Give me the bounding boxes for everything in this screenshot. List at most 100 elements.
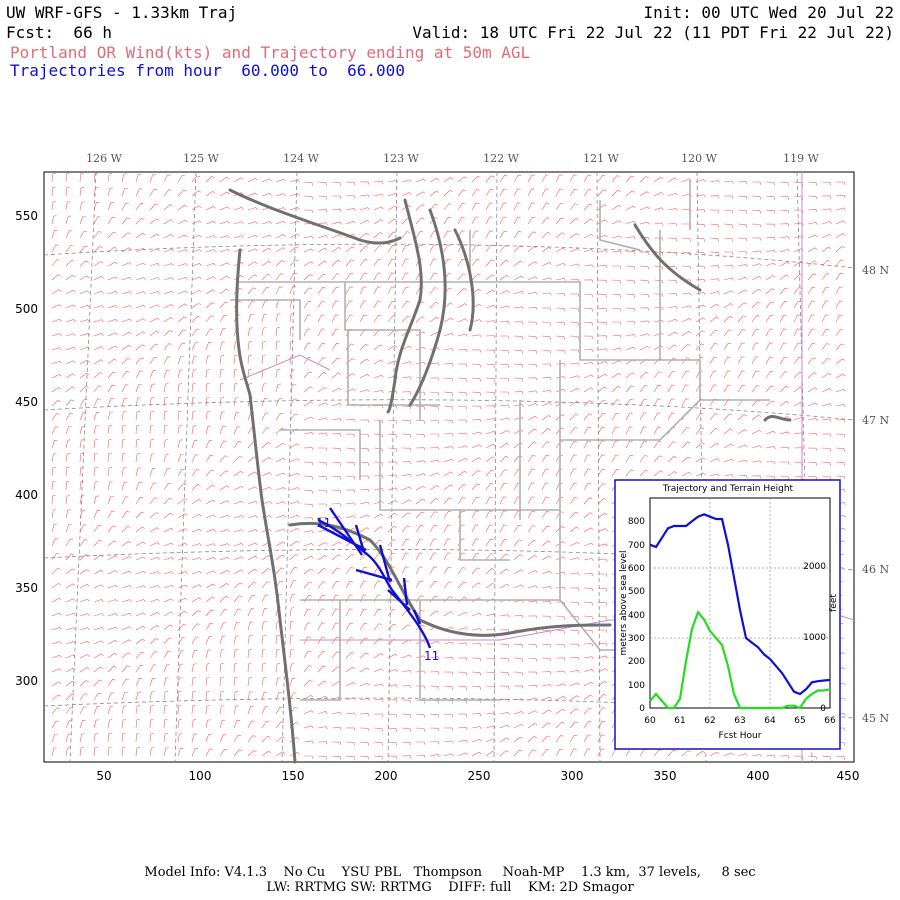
wind-barb <box>821 461 832 466</box>
wind-barb <box>93 584 104 589</box>
wind-barb <box>219 749 228 757</box>
wind-barb <box>513 539 522 547</box>
wind-barb <box>527 415 538 421</box>
wind-barb <box>191 205 202 211</box>
wind-barb <box>765 275 776 281</box>
wind-barb <box>583 233 594 239</box>
wind-barb <box>373 526 383 533</box>
wind-barb <box>373 258 382 267</box>
wind-barb <box>149 664 157 673</box>
wind-barb <box>583 748 591 757</box>
wind-barb <box>569 188 578 197</box>
wind-barb <box>821 181 832 186</box>
wind-barb <box>485 188 494 197</box>
wind-barb <box>121 276 132 281</box>
wind-barb <box>345 637 354 645</box>
wind-barb <box>415 316 425 323</box>
wind-barb <box>177 410 182 421</box>
wind-barb <box>527 585 538 589</box>
y-tick: 300 <box>15 674 38 688</box>
wind-barb <box>135 397 141 407</box>
wind-barb <box>177 263 188 267</box>
wind-barb <box>709 458 720 463</box>
wind-barb <box>499 290 510 295</box>
wind-barb <box>135 173 142 183</box>
wind-barb <box>107 599 118 603</box>
wind-barb <box>401 376 412 380</box>
wind-barb <box>471 496 480 505</box>
wind-barb <box>163 248 174 253</box>
wind-barb <box>219 301 229 309</box>
wind-barb <box>765 370 774 379</box>
wind-barb <box>219 411 225 421</box>
wind-barb <box>625 321 636 325</box>
wind-barb <box>681 330 692 337</box>
wind-barb <box>121 652 131 659</box>
wind-barb <box>191 289 202 295</box>
wind-barb <box>65 426 72 435</box>
wind-barb <box>261 720 270 729</box>
wind-barb <box>625 412 633 421</box>
wind-barb <box>695 330 705 337</box>
wind-barb <box>191 263 202 267</box>
wind-barb <box>513 188 521 197</box>
wind-barb <box>611 373 622 379</box>
wind-barb <box>415 419 426 424</box>
wind-barb <box>429 301 439 309</box>
wind-barb <box>275 457 286 463</box>
wind-barb <box>177 249 188 253</box>
wind-barb <box>177 468 185 477</box>
wind-barb <box>387 461 398 465</box>
wind-barb <box>135 411 140 421</box>
wind-barb <box>527 276 538 281</box>
wind-barb <box>793 287 802 295</box>
wind-barb <box>527 600 538 604</box>
wind-barb <box>415 624 426 631</box>
wind-barb <box>359 527 370 533</box>
wind-barb <box>639 176 649 183</box>
wind-barb <box>247 621 254 631</box>
wind-barb <box>429 498 439 505</box>
wind-barb <box>443 671 454 676</box>
wind-barb <box>751 223 762 228</box>
wind-barb <box>779 236 790 240</box>
wind-barb <box>541 389 552 393</box>
inset-xlabel: Fcst Hour <box>719 731 762 741</box>
wind-barb <box>373 314 382 323</box>
wind-barb <box>737 342 745 351</box>
wind-barb <box>751 328 760 337</box>
wind-barb <box>345 580 354 589</box>
wind-barb <box>149 218 159 225</box>
wind-barb <box>303 489 314 494</box>
wind-barb <box>598 629 608 633</box>
wind-barb <box>443 566 452 575</box>
wind-barb <box>443 216 452 225</box>
wind-barb <box>303 608 311 617</box>
wind-barb <box>205 676 210 687</box>
wind-barb <box>51 230 58 239</box>
x-tick: 250 <box>468 769 491 783</box>
wind-barb <box>667 237 678 242</box>
wind-barb <box>261 691 268 701</box>
wind-barb <box>79 425 86 435</box>
wind-barb <box>709 384 717 393</box>
wind-barb <box>219 221 230 225</box>
wind-barb <box>527 482 535 491</box>
wind-barb <box>485 725 496 729</box>
wind-barb <box>331 741 342 746</box>
wind-barb <box>527 723 538 729</box>
wind-barb <box>429 177 440 183</box>
wind-barb <box>331 503 342 507</box>
wind-barb <box>247 261 258 267</box>
wind-barb <box>331 622 339 631</box>
wind-barb <box>121 746 126 757</box>
wind-barb <box>555 174 563 183</box>
trajectory <box>317 507 432 649</box>
wind-barb <box>443 433 454 437</box>
wind-barb <box>611 175 620 183</box>
wind-barb <box>331 387 342 393</box>
wind-barb <box>415 460 426 464</box>
wind-barb <box>65 553 75 561</box>
wind-barb <box>219 596 229 603</box>
wind-barb <box>163 317 174 323</box>
